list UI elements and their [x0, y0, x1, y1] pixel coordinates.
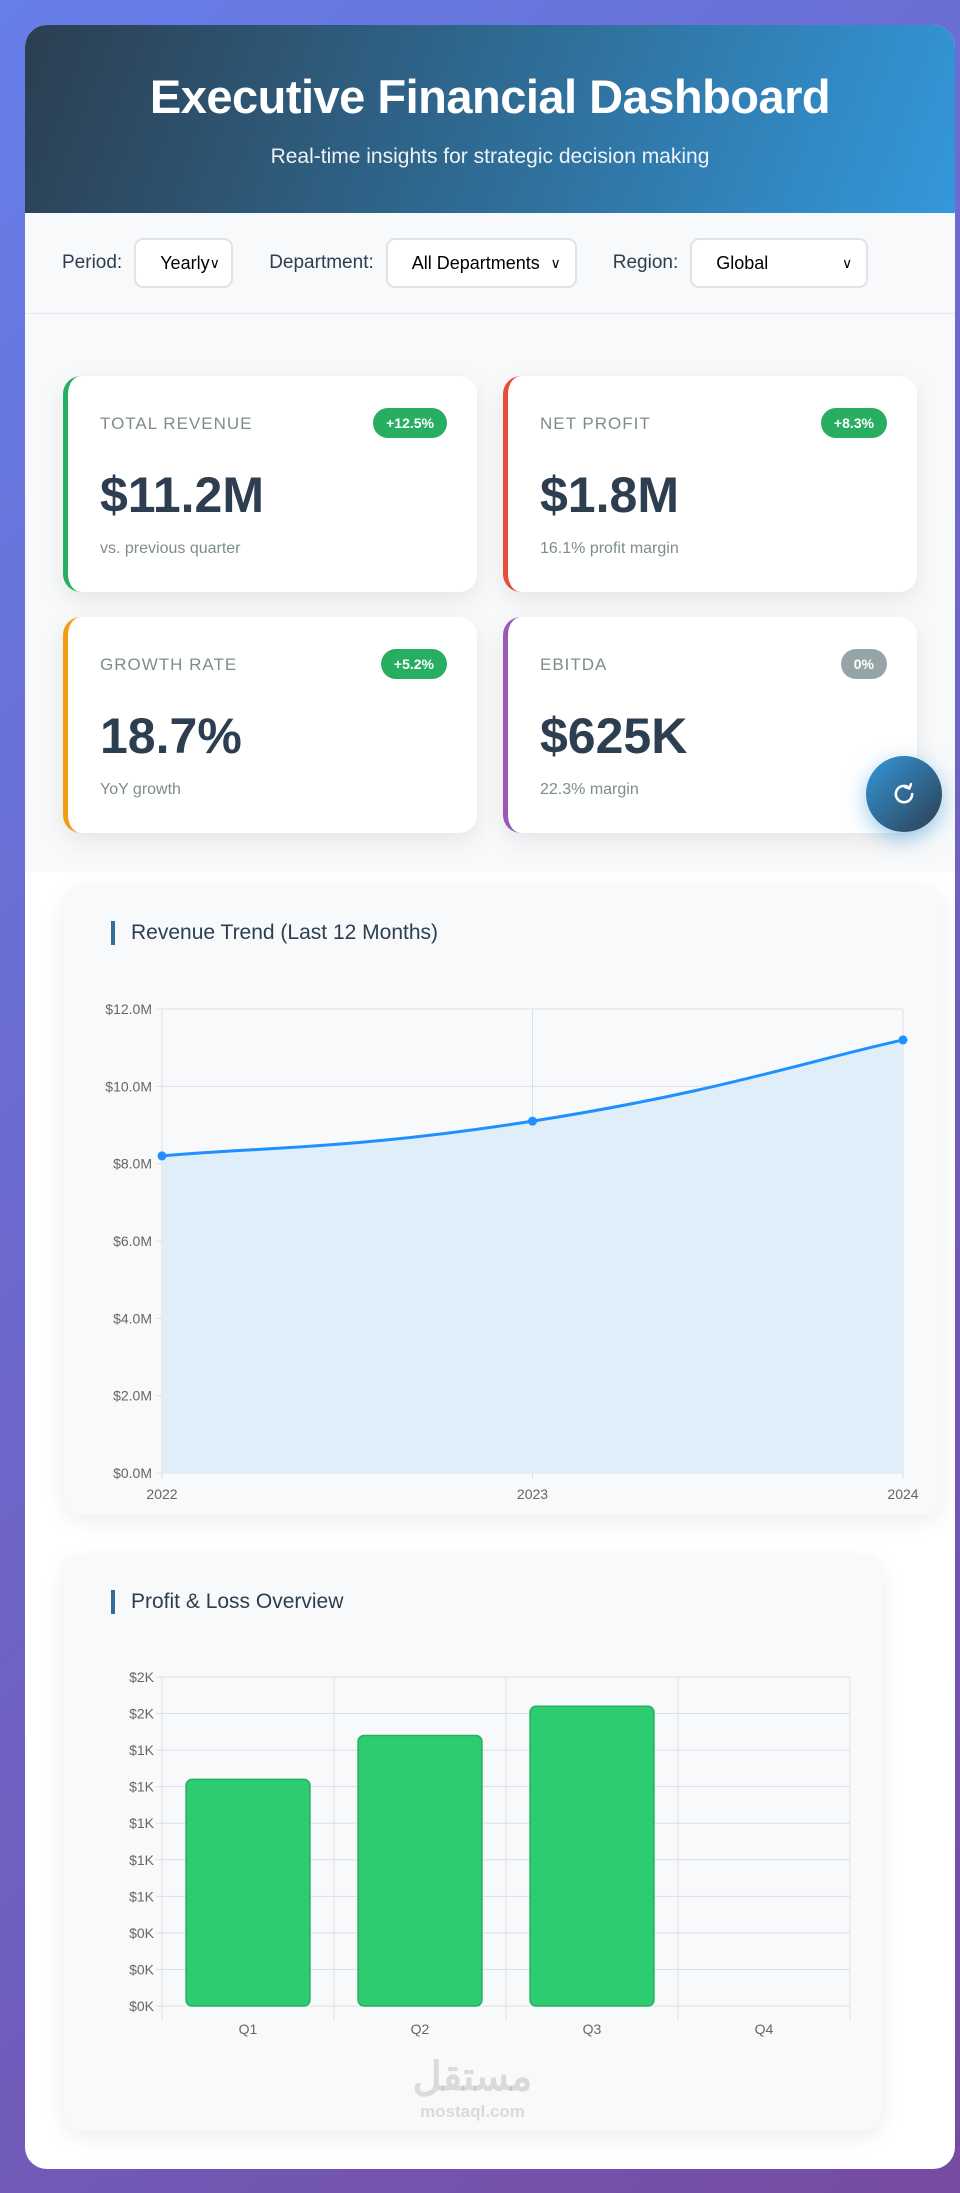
revenue-chart-title: Revenue Trend (Last 12 Months) — [111, 921, 438, 945]
x-tick-label: Q3 — [583, 2021, 602, 2037]
chevron-down-icon: ∨ — [842, 254, 853, 271]
region-label: Region: — [612, 252, 679, 273]
chevron-down-icon: ∨ — [209, 254, 220, 271]
kpi-subtitle: 22.3% margin — [540, 781, 639, 798]
x-tick-label: 2024 — [887, 1486, 918, 1502]
kpi-value: $625K — [540, 708, 688, 764]
revenue-trend-card: Revenue Trend (Last 12 Months) $0.0M $2.0… — [63, 885, 943, 1515]
region-value: Global — [716, 252, 769, 273]
y-tick-label: $1K — [129, 1742, 155, 1758]
refresh-button[interactable] — [866, 756, 942, 832]
x-tick-label: Q2 — [411, 2021, 430, 2037]
department-value: All Departments — [411, 252, 540, 273]
x-tick-label: Q4 — [755, 2021, 774, 2037]
kpi-card-ebitda: EBITDA 0% $625K 22.3% margin — [503, 617, 917, 833]
data-point — [157, 1151, 167, 1161]
kpi-title: GROWTH RATE — [100, 655, 238, 674]
y-tick-label: $6.0M — [113, 1233, 152, 1249]
y-tick-label: $2K — [129, 1669, 155, 1685]
x-tick-label: Q1 — [239, 2021, 258, 2037]
watermark-text: mostaql.com — [420, 2102, 525, 2121]
page-title: Executive Financial Dashboard — [149, 70, 831, 123]
y-tick-label: $1K — [129, 1779, 155, 1795]
data-point — [528, 1116, 537, 1126]
kpi-subtitle: vs. previous quarter — [100, 540, 241, 557]
kpi-value: 18.7% — [100, 708, 242, 764]
profit-loss-card: Profit & Loss Overview $0K $0K $0K $1K $1K $1… — [63, 1554, 882, 2131]
data-point — [898, 1035, 908, 1045]
area-fill — [162, 1039, 903, 1473]
kpi-value: $11.2M — [100, 467, 265, 523]
x-tick-label: 2022 — [146, 1486, 177, 1502]
kpi-change-badge: +8.3% — [820, 408, 887, 438]
bar-q1 — [185, 1778, 311, 2007]
y-tick-label: $2.0M — [113, 1388, 152, 1404]
filter-bar: Period: Yearly ∨ Department: All Departme… — [25, 213, 955, 314]
y-tick-label: $8.0M — [113, 1156, 152, 1172]
y-tick-label: $1K — [129, 1815, 155, 1831]
period-select[interactable]: Yearly ∨ — [134, 238, 234, 288]
kpi-section: TOTAL REVENUE +12.5% $11.2M vs. previous qu… — [25, 314, 955, 872]
kpi-subtitle: 16.1% profit margin — [540, 540, 679, 557]
period-label: Period: — [62, 252, 123, 273]
y-tick-label: $0.0M — [113, 1465, 152, 1481]
x-tick-label: 2023 — [517, 1486, 548, 1502]
page-subtitle: Real-time insights for strategic decisio… — [270, 145, 710, 168]
kpi-card-total-revenue: TOTAL REVENUE +12.5% $11.2M vs. previous qu… — [63, 376, 477, 592]
chevron-down-icon: ∨ — [550, 254, 561, 271]
kpi-card-net-profit: NET PROFIT +8.3% $1.8M 16.1% profit margin — [503, 376, 917, 592]
profit-loss-chart: $0K $0K $0K $1K $1K $1K $1K $1K $2K $2K Q1 Q2 Q3 Q4 — [129, 1669, 851, 2037]
department-label: Department: — [269, 252, 374, 273]
y-tick-label: $0K — [129, 1961, 155, 1977]
watermark-logo: مستقل — [412, 2055, 533, 2099]
refresh-icon — [894, 782, 914, 804]
bar-q3 — [529, 1705, 655, 2007]
revenue-chart: $0.0M $2.0M $4.0M $6.0M $8.0M $10.0M $12.0M 202… — [105, 1001, 918, 1502]
y-tick-label: $12.0M — [105, 1001, 152, 1017]
y-tick-label: $4.0M — [113, 1310, 152, 1326]
y-tick-label: $2K — [129, 1706, 155, 1722]
profit-loss-chart-title: Profit & Loss Overview — [111, 1590, 343, 1614]
y-tick-label: $10.0M — [105, 1078, 152, 1094]
y-tick-label: $1K — [129, 1852, 155, 1868]
header: Executive Financial Dashboard Real-time … — [25, 25, 955, 213]
region-select[interactable]: Global ∨ — [690, 238, 869, 288]
dashboard-container: Executive Financial Dashboard Real-time … — [25, 25, 955, 2169]
kpi-change-badge: 0% — [840, 649, 887, 679]
kpi-card-growth-rate: GROWTH RATE +5.2% 18.7% YoY growth — [63, 617, 477, 833]
kpi-title: EBITDA — [540, 655, 608, 674]
kpi-change-badge: +5.2% — [380, 649, 447, 679]
bar-q2 — [357, 1734, 483, 2007]
y-tick-label: $0K — [129, 1925, 155, 1941]
kpi-subtitle: YoY growth — [100, 781, 181, 798]
kpi-change-badge: +12.5% — [373, 408, 447, 438]
department-select[interactable]: All Departments ∨ — [385, 238, 577, 288]
kpi-title: NET PROFIT — [540, 414, 651, 433]
kpi-title: TOTAL REVENUE — [100, 414, 253, 433]
kpi-value: $1.8M — [540, 467, 679, 523]
y-tick-label: $0K — [129, 1998, 155, 2014]
y-tick-label: $1K — [129, 1888, 155, 1904]
period-value: Yearly — [160, 252, 210, 273]
